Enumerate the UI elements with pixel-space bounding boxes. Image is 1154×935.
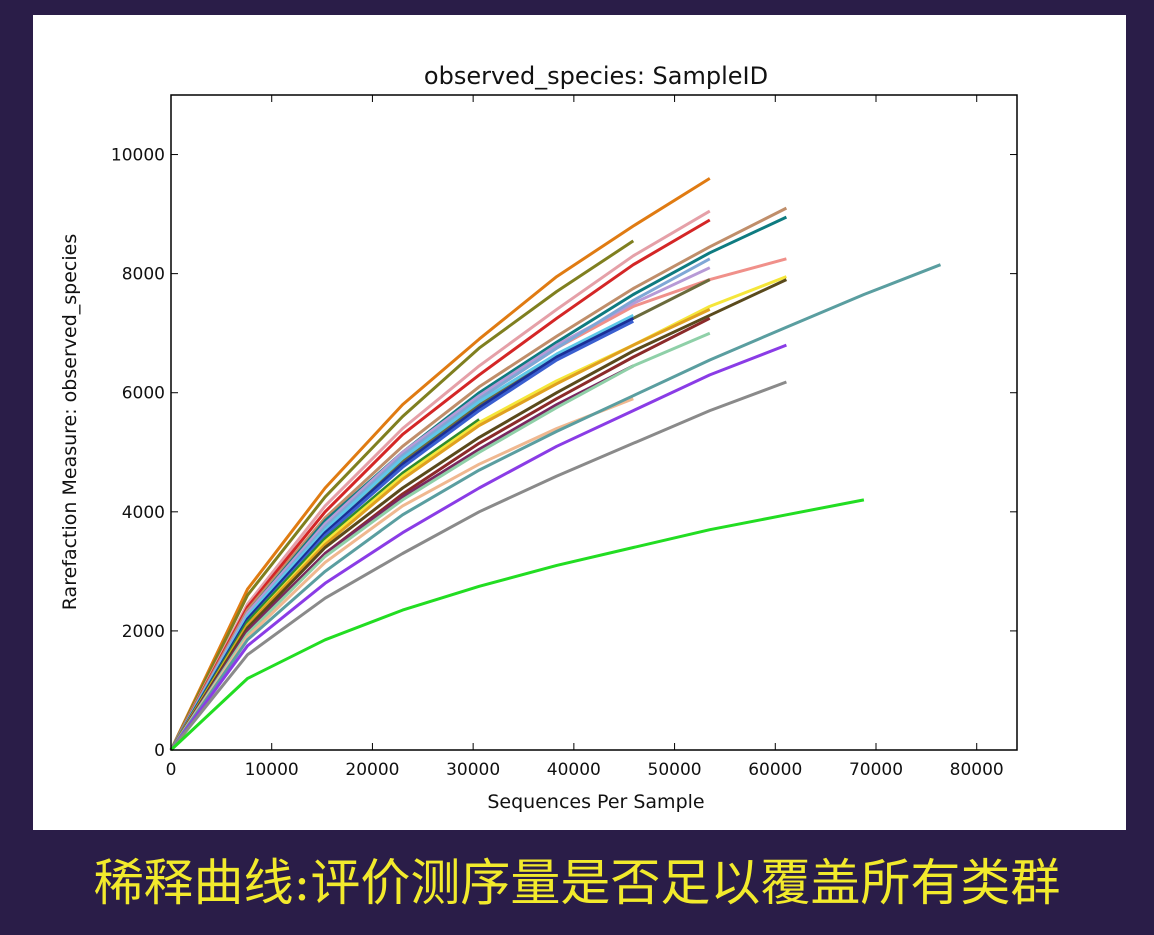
series-line-7: [169, 257, 787, 751]
series-line-16: [169, 308, 711, 751]
y-tick-label: 4000: [122, 503, 165, 523]
y-tick-label: 10000: [111, 146, 165, 166]
x-tick-label: 70000: [849, 760, 903, 780]
x-tick-label: 40000: [547, 760, 601, 780]
series-line-25: [169, 498, 865, 752]
series-line-10: [169, 278, 711, 751]
y-tick-label: 6000: [122, 384, 165, 404]
series-layer: [169, 177, 942, 752]
series-line-20: [169, 331, 711, 751]
y-tick-label: 8000: [122, 265, 165, 285]
series-line-24: [169, 380, 787, 751]
plot-frame: [170, 94, 1018, 751]
series-line-21: [169, 397, 634, 751]
series-line-2: [169, 239, 635, 751]
ticks-layer: 0 10000 20000 30000 40000 50000 60000 70000 8000…: [111, 95, 1017, 780]
series-line-22: [169, 263, 942, 751]
series-line-12: [169, 316, 634, 751]
x-tick-label: 30000: [446, 760, 500, 780]
chart-panel: observed_species: SampleID 0 10000 20000 30…: [33, 15, 1126, 830]
rarefaction-chart: observed_species: SampleID 0 10000 20000 30…: [59, 62, 1018, 813]
series-line-5: [169, 206, 788, 751]
series-line-23: [169, 343, 787, 751]
series-line-19: [169, 364, 634, 751]
y-tick-label: 2000: [122, 622, 165, 642]
series-line-4: [169, 218, 711, 751]
x-axis-label: Sequences Per Sample: [487, 791, 704, 813]
y-tick-label: 0: [154, 741, 165, 761]
y-axis-label: Rarefaction Measure: observed_species: [59, 234, 81, 610]
series-line-3: [169, 209, 711, 751]
series-line-11: [169, 313, 634, 751]
x-tick-label: 0: [166, 760, 177, 780]
slide-caption: 稀释曲线:评价测序量是否足以覆盖所有类群: [93, 854, 1061, 912]
chart-title: observed_species: SampleID: [424, 62, 768, 90]
x-tick-label: 80000: [950, 760, 1004, 780]
series-line-8: [169, 266, 711, 751]
series-line-1: [169, 177, 711, 751]
x-tick-label: 50000: [648, 760, 702, 780]
x-tick-label: 60000: [748, 760, 802, 780]
x-tick-label: 20000: [345, 760, 399, 780]
x-tick-label: 10000: [245, 760, 299, 780]
series-line-17: [169, 278, 788, 751]
